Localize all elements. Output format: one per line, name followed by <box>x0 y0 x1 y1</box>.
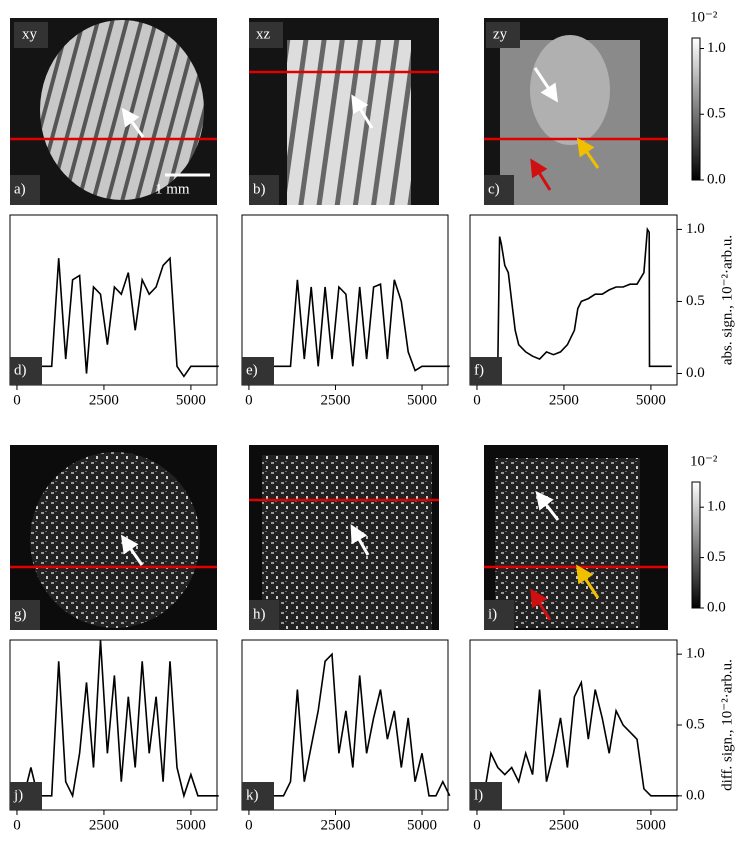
x-tick-label: 0 <box>13 817 21 833</box>
x-tick-label: 2500 <box>89 817 119 833</box>
colorbar-tick-label: 1.0 <box>707 499 726 515</box>
panel-label: h) <box>253 606 266 622</box>
colorbar-tick-label: 1.0 <box>707 40 726 56</box>
line-series <box>17 256 219 378</box>
panel-label: j) <box>13 787 23 803</box>
line-series <box>248 279 450 372</box>
panel-label: i) <box>488 606 497 622</box>
x-tick-label: 2500 <box>89 392 119 408</box>
y-tick-label: 0.5 <box>686 716 705 732</box>
colorbar-label: 10⁻² <box>690 453 718 469</box>
x-tick-label: 0 <box>473 392 481 408</box>
x-tick-label: 5000 <box>407 392 437 408</box>
colorbar <box>691 37 701 181</box>
colorbar <box>691 481 701 609</box>
colorbar-label: 10⁻² <box>690 9 718 25</box>
panel-label: g) <box>14 606 27 622</box>
y-tick-label: 1.0 <box>686 646 705 662</box>
annotation: 1 mm <box>155 181 190 197</box>
plot-frame <box>9 214 218 386</box>
plot-frame <box>9 639 218 811</box>
x-tick-label: 0 <box>473 817 481 833</box>
plot-frame <box>241 639 449 811</box>
panel-label-box <box>242 782 274 810</box>
colorbar-tick-label: 0.5 <box>707 549 726 565</box>
image-panel: xz b) <box>249 18 439 205</box>
x-tick-label: 2500 <box>549 392 579 408</box>
x-tick-label: 0 <box>245 392 253 408</box>
y-tick-label: 1.0 <box>686 221 705 237</box>
x-tick-label: 5000 <box>407 817 437 833</box>
panel-label: d) <box>14 362 27 378</box>
image-panel: 1 mm xy a) <box>10 18 217 205</box>
panel-label: k) <box>246 787 259 803</box>
x-tick-label: 5000 <box>636 392 666 408</box>
x-tick-label: 2500 <box>320 817 350 833</box>
colorbar-tick-label: 0.5 <box>707 106 726 122</box>
x-tick-label: 5000 <box>176 392 206 408</box>
image-panel: h) <box>249 445 439 630</box>
panel-label: l) <box>474 787 483 803</box>
panel-label-box <box>242 357 274 385</box>
colorbar-tick-label: 0.0 <box>707 171 726 187</box>
plot-frame <box>469 214 678 386</box>
x-tick-label: 5000 <box>176 817 206 833</box>
line-series <box>17 639 219 799</box>
x-tick-label: 2500 <box>320 392 350 408</box>
y-tick-label: 0.0 <box>686 787 705 803</box>
y-axis-label: diff. sign., 10⁻²·arb.u. <box>719 659 735 791</box>
line-series <box>477 679 679 797</box>
x-tick-label: 2500 <box>549 817 579 833</box>
panel-label: c) <box>488 181 500 197</box>
y-axis-label: abs. sign., 10⁻²·arb.u. <box>719 235 735 365</box>
image-panel: g) <box>10 445 217 630</box>
image-panel: i) <box>484 445 668 630</box>
panel-label-box <box>470 357 502 385</box>
image-title: xy <box>22 26 38 42</box>
image-panel: zy c) <box>484 18 668 205</box>
x-tick-label: 5000 <box>636 817 666 833</box>
line-series <box>497 226 672 368</box>
y-tick-label: 0.0 <box>686 365 705 381</box>
panel-label-box <box>10 357 42 385</box>
panel-label: e) <box>246 362 258 378</box>
x-tick-label: 0 <box>245 817 253 833</box>
panel-label: b) <box>253 181 266 197</box>
colorbar-tick-label: 0.0 <box>707 599 726 615</box>
x-tick-label: 0 <box>13 392 21 408</box>
panel-label-box <box>10 782 42 810</box>
plot-frame <box>241 214 449 386</box>
image-title: zy <box>493 26 508 42</box>
image-title: xz <box>256 26 271 42</box>
panel-label: f) <box>474 362 484 378</box>
panel-label: a) <box>14 181 26 197</box>
line-series <box>248 652 451 797</box>
y-tick-label: 0.5 <box>686 293 705 309</box>
panel-label-box <box>470 782 502 810</box>
